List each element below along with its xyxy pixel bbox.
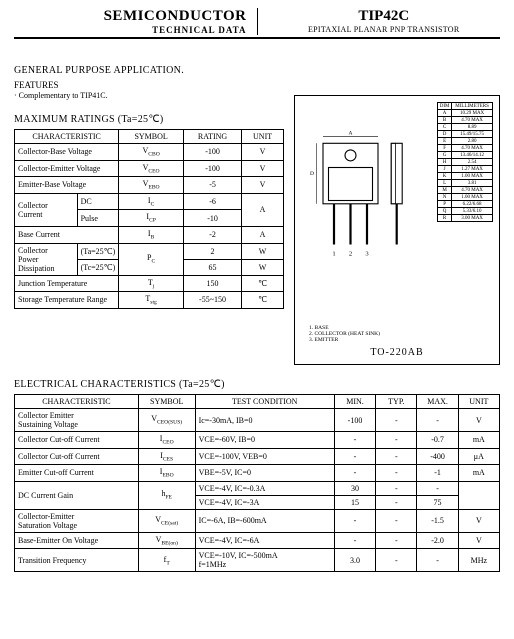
table-row: Emitter Cut-off CurrentIEBOVBE=-5V, IC=0… [15,465,500,482]
feature-item: · Complementary to TIP41C. [14,91,284,100]
dim-row: E2.80 [438,138,493,145]
max-ratings-title: MAXIMUM RATINGS (Ta=25℃) [14,114,284,125]
svg-text:D: D [310,171,314,177]
part-description: EPITAXIAL PLANAR PNP TRANSISTOR [268,25,501,34]
package-outline-icon: 1 2 3 A D [301,102,433,321]
package-label: TO-220AB [370,347,423,358]
table-row: Collector-Emitter Voltage VCEO -100 V [15,160,284,177]
table-row: Storage Temperature Range Tstg -55~150 ℃ [15,292,284,309]
doc-header: SEMICONDUCTOR TECHNICAL DATA TIP42C EPIT… [14,8,500,39]
electrical-characteristics-table: CHARACTERISTIC SYMBOL TEST CONDITION MIN… [14,394,500,572]
svg-text:2: 2 [349,251,352,258]
dim-row: A10.29 MAX [438,110,493,117]
header-left: SEMICONDUCTOR TECHNICAL DATA [14,8,258,35]
part-number: TIP42C [268,8,501,25]
dim-row: C8.89 [438,124,493,131]
dim-row: B4.70 MAX [438,117,493,124]
svg-text:3: 3 [365,251,369,258]
table-row: Collector Cut-off CurrentICEOVCE=-60V, I… [15,432,500,449]
dim-row: N1.00 MAX [438,194,493,201]
package-diagram-box: 1 2 3 A D DIMMILLIMETERS A10.2 [294,95,500,365]
table-row: Base Current IB -2 A [15,226,284,243]
table-row: Collector Power Dissipation (Ta=25℃) PC … [15,243,284,259]
header-semiconductor: SEMICONDUCTOR [14,8,247,25]
features-label: FEATURES [14,80,284,90]
dim-row: R3.00 MAX [438,215,493,222]
dim-row: Q5.33/6.10 [438,208,493,215]
dim-row: P6.22/6.68 [438,201,493,208]
table-row: Collector Emitter Sustaining VoltageVCEO… [15,409,500,432]
header-technical-data: TECHNICAL DATA [14,25,247,35]
table-row: Collector Current DC IC -6 A [15,193,284,210]
dim-row: L3.81 [438,180,493,187]
header-right: TIP42C EPITAXIAL PLANAR PNP TRANSISTOR [258,8,501,35]
table-row: Junction Temperature Tj 150 ℃ [15,275,284,292]
dim-row: F4.70 MAX [438,145,493,152]
th-rating: RATING [183,130,241,144]
svg-text:A: A [349,131,353,137]
table-row: DC Current Gain hFE VCE=-4V, IC=-0.3A 30… [15,481,500,495]
elec-title: ELECTRICAL CHARACTERISTICS (Ta=25℃) [14,379,500,390]
dim-row: H2.54 [438,159,493,166]
table-row: Collector-Base Voltage VCBO -100 V [15,144,284,161]
dimension-table: DIMMILLIMETERS A10.29 MAXB4.70 MAXC8.89D… [437,102,493,222]
dim-row: J1.27 MAX [438,166,493,173]
table-row: Collector-Emitter Saturation Voltage VCE… [15,509,500,532]
table-row: Transition Frequency fT VCE=-10V, IC=-50… [15,549,500,572]
th-symbol: SYMBOL [119,130,184,144]
dim-row: D15.49/15.75 [438,131,493,138]
th-unit: UNIT [242,130,284,144]
max-ratings-table: CHARACTERISTIC SYMBOL RATING UNIT Collec… [14,129,284,309]
table-row: Collector Cut-off CurrentICESVCE=-100V, … [15,448,500,465]
th-characteristic: CHARACTERISTIC [15,130,119,144]
dim-row: K1.00 MAX [438,173,493,180]
general-purpose-title: GENERAL PURPOSE APPLICATION. [14,65,284,76]
svg-text:1: 1 [332,251,335,258]
pin-note-3: 3. EMITTER [309,337,380,343]
table-row: Base-Emitter On Voltage VBE(on) VCE=-4V,… [15,532,500,549]
dim-row: M4.70 MAX [438,187,493,194]
table-row: Emitter-Base Voltage VEBO -5 V [15,177,284,194]
dim-row: G13.46/14.12 [438,152,493,159]
